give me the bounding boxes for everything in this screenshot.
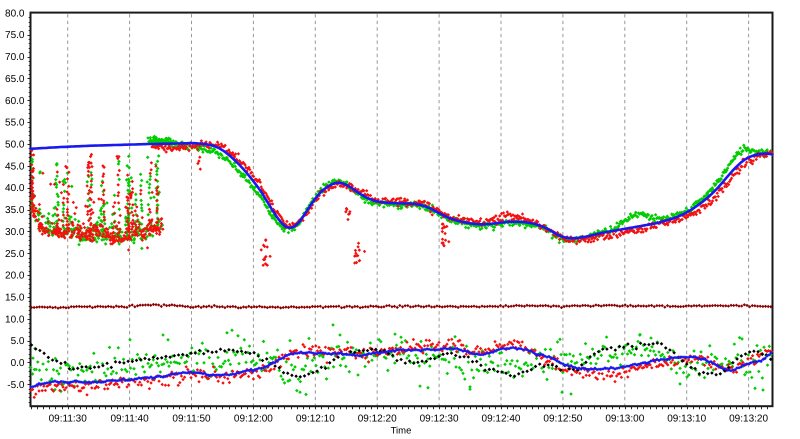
- svg-text:35.0: 35.0: [5, 205, 25, 216]
- svg-text:09:12:00: 09:12:00: [234, 414, 273, 425]
- svg-text:09:12:20: 09:12:20: [358, 414, 397, 425]
- svg-text:5.0: 5.0: [11, 336, 25, 347]
- svg-text:10.0: 10.0: [5, 314, 25, 325]
- svg-text:55.0: 55.0: [5, 118, 25, 129]
- svg-text:65.0: 65.0: [5, 74, 25, 85]
- svg-text:09:12:10: 09:12:10: [296, 414, 335, 425]
- svg-text:45.0: 45.0: [5, 161, 25, 172]
- svg-text:09:13:20: 09:13:20: [729, 414, 768, 425]
- svg-text:80.0: 80.0: [5, 8, 25, 19]
- svg-text:09:12:30: 09:12:30: [420, 414, 459, 425]
- svg-text:09:13:00: 09:13:00: [605, 414, 644, 425]
- svg-text:09:12:40: 09:12:40: [482, 414, 521, 425]
- svg-text:Time: Time: [391, 426, 412, 437]
- svg-text:09:13:10: 09:13:10: [667, 414, 706, 425]
- svg-text:75.0: 75.0: [5, 30, 25, 41]
- svg-text:40.0: 40.0: [5, 183, 25, 194]
- svg-text:70.0: 70.0: [5, 52, 25, 63]
- svg-text:-5.0: -5.0: [7, 380, 25, 391]
- svg-text:09:11:50: 09:11:50: [172, 414, 211, 425]
- svg-text:15.0: 15.0: [5, 292, 25, 303]
- svg-text:25.0: 25.0: [5, 249, 25, 260]
- svg-text:09:11:40: 09:11:40: [111, 414, 150, 425]
- svg-text:20.0: 20.0: [5, 271, 25, 282]
- svg-text:60.0: 60.0: [5, 96, 25, 107]
- svg-text:30.0: 30.0: [5, 227, 25, 238]
- svg-text:09:11:30: 09:11:30: [49, 414, 88, 425]
- svg-text:0.0: 0.0: [11, 358, 25, 369]
- svg-text:09:12:50: 09:12:50: [543, 414, 582, 425]
- svg-text:50.0: 50.0: [5, 140, 25, 151]
